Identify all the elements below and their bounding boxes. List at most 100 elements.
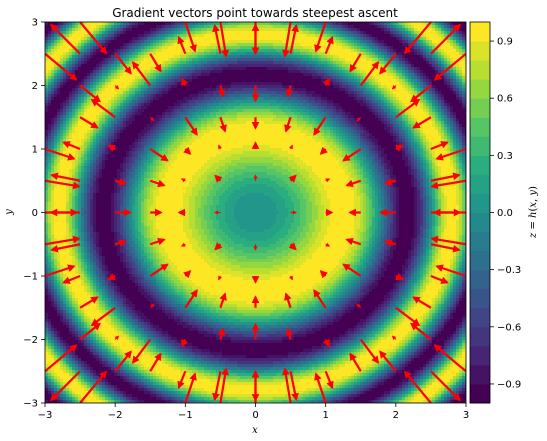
gradient-arrow — [435, 147, 466, 161]
colorbar-band — [470, 250, 490, 271]
gradient-arrow — [410, 322, 432, 341]
colorbar: 0.9 0.6 0.3 0.0 −0.3 −0.6 −0.9 z = h(x, y) — [469, 21, 539, 404]
gradient-arrow — [403, 22, 432, 55]
gradient-arrow — [412, 116, 432, 129]
gradient-arrow — [149, 303, 155, 309]
gradient-arrow — [149, 116, 155, 122]
x-tick-label: 0 — [252, 410, 258, 421]
gradient-arrow — [149, 263, 169, 277]
gradient-arrow — [379, 350, 397, 372]
gradient-arrow — [114, 350, 132, 372]
gradient-arrow — [379, 53, 397, 75]
gradient-arrow — [325, 178, 331, 183]
gradient-arrow — [430, 141, 449, 151]
gradient-arrow — [62, 274, 81, 284]
colorbar-band — [470, 383, 490, 404]
colorbar-band — [470, 155, 490, 175]
gradient-arrow — [184, 116, 198, 136]
colorbar-band — [470, 79, 490, 99]
gradient-arrow — [289, 275, 293, 281]
colorbar-bands — [470, 22, 490, 404]
gradient-arrow — [314, 22, 327, 53]
colorbar-ticks: 0.9 0.6 0.3 0.0 −0.3 −0.6 −0.9 — [490, 37, 521, 390]
colorbar-band — [470, 98, 490, 118]
gradient-arrow — [322, 77, 330, 87]
colorbar-label-h: h — [528, 211, 539, 217]
colorbar-label-comma: , — [528, 196, 539, 202]
gradient-arrow — [218, 275, 222, 281]
gradient-arrow — [149, 179, 166, 188]
gradient-arrow — [181, 77, 189, 87]
x-tick-label: −1 — [178, 410, 193, 421]
gradient-arrow — [349, 53, 362, 73]
gradient-arrow — [79, 116, 99, 129]
gradient-arrow — [430, 243, 461, 253]
gradient-arrow — [288, 174, 297, 183]
gradient-arrow — [356, 303, 362, 309]
gradient-arrow — [219, 367, 229, 403]
colorbar-tick-label: 0.9 — [497, 37, 513, 48]
gradient-arrow — [50, 370, 81, 402]
gradient-arrow — [349, 352, 362, 372]
gradient-arrow — [107, 273, 116, 281]
quiver-arrows — [45, 0, 489, 426]
gradient-arrow — [284, 116, 292, 133]
colorbar-label-x: x — [528, 202, 539, 208]
gradient-arrow — [149, 148, 169, 162]
gradient-arrow — [466, 0, 489, 22]
colorbar-band — [470, 231, 490, 252]
gradient-arrow — [356, 116, 362, 122]
gradient-arrow — [282, 22, 292, 58]
contour-fill — [45, 22, 466, 403]
gradient-arrow — [90, 98, 116, 119]
gradient-arrow — [430, 23, 461, 55]
colorbar-band — [470, 345, 490, 366]
gradient-arrow — [395, 306, 421, 327]
x-tick-label: 1 — [322, 410, 328, 421]
gradient-arrow — [181, 338, 189, 348]
gradient-arrow — [217, 85, 226, 98]
gradient-arrow — [395, 144, 404, 152]
gradient-arrow — [45, 84, 46, 86]
colorbar-tick-label: −0.6 — [497, 322, 521, 333]
x-axis: −3 −2 −1 0 1 2 3 — [38, 403, 469, 421]
y-tick-label: −1 — [23, 272, 38, 283]
gradient-arrow — [45, 147, 76, 161]
gradient-arrow — [114, 239, 128, 247]
gradient-arrow — [342, 263, 362, 277]
colorbar-band — [470, 136, 490, 156]
colorbar-label: z = h(x, y) — [528, 186, 539, 239]
gradient-arrow — [79, 370, 108, 403]
y-tick-label: 3 — [32, 18, 38, 29]
colorbar-label-y: y — [528, 190, 539, 197]
gradient-arrow — [217, 327, 226, 340]
y-axis: −3 −2 −1 0 1 2 3 — [23, 18, 45, 410]
colorbar-label-z: z — [528, 232, 539, 239]
colorbar-label-open: ( — [528, 207, 539, 211]
colorbar-label-eq: = — [528, 218, 539, 233]
gradient-arrow — [45, 235, 81, 246]
colorbar-tick-label: −0.3 — [497, 265, 521, 276]
y-tick-label: 1 — [32, 145, 38, 156]
colorbar-label-close: ) — [528, 186, 539, 190]
gradient-arrow — [114, 53, 132, 75]
gradient-arrow — [214, 174, 223, 183]
gradient-arrow — [466, 403, 489, 426]
colorbar-tick-label: −0.9 — [497, 379, 521, 390]
colorbar-band — [470, 117, 490, 137]
gradient-arrow — [219, 292, 227, 309]
gradient-arrow — [359, 338, 380, 364]
gradient-arrow — [183, 146, 192, 155]
gradient-arrow — [45, 307, 46, 309]
gradient-arrow — [45, 344, 78, 373]
colorbar-tick-label: 0.0 — [497, 208, 513, 219]
gradient-arrow — [410, 84, 432, 103]
gradient-arrow — [212, 371, 222, 402]
gradient-arrow — [383, 239, 397, 247]
x-tick-label: −2 — [108, 410, 123, 421]
gradient-arrow — [219, 116, 227, 133]
gradient-arrow — [289, 23, 299, 54]
gradient-arrow — [395, 98, 421, 119]
gradient-arrow — [184, 289, 198, 309]
gradient-arrow — [319, 146, 328, 155]
